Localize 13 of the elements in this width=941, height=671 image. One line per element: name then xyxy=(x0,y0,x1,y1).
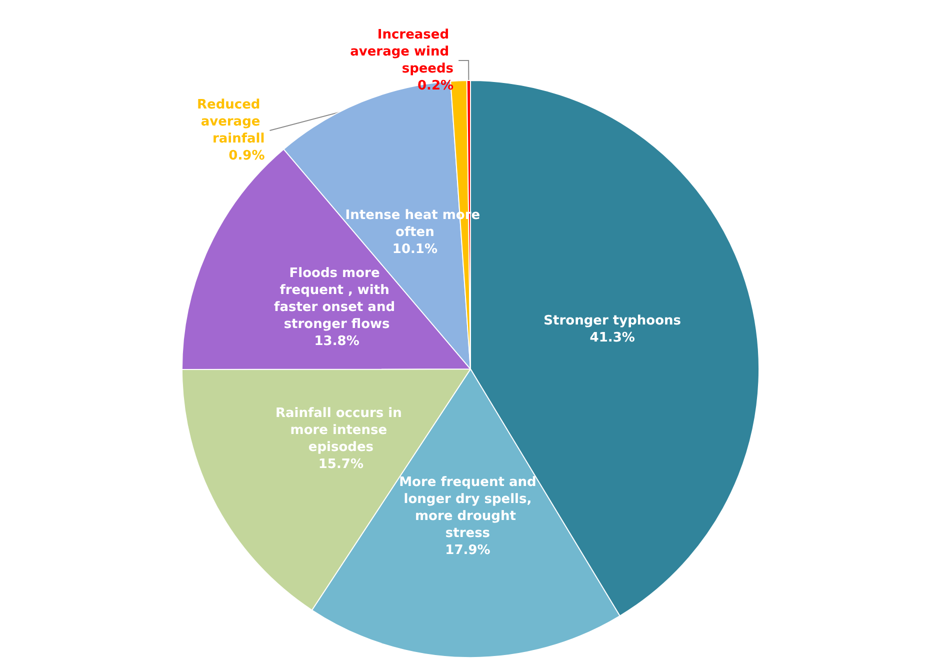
slice-label: More frequent and longer dry spells, more drought stress xyxy=(399,474,536,541)
data-label: 13.8% xyxy=(314,334,360,349)
slice-label: Increased average wind speeds xyxy=(350,28,454,77)
data-label: 10.1% xyxy=(392,242,438,258)
slice-label: Reduced average rainfall xyxy=(196,98,265,147)
data-label: 15.7% xyxy=(318,457,364,472)
slice-label: Rainfall occurs in more intense episodes xyxy=(275,406,406,456)
data-label: 0.9% xyxy=(228,148,265,164)
data-label: 41.3% xyxy=(590,330,635,346)
slice-label: Stronger typhoons xyxy=(544,313,682,328)
slice-label: Intense heat more often xyxy=(345,208,485,240)
data-label: 17.9% xyxy=(445,542,490,558)
slice-label: Floods more frequent , with faster onset and stronger flows xyxy=(274,266,400,332)
